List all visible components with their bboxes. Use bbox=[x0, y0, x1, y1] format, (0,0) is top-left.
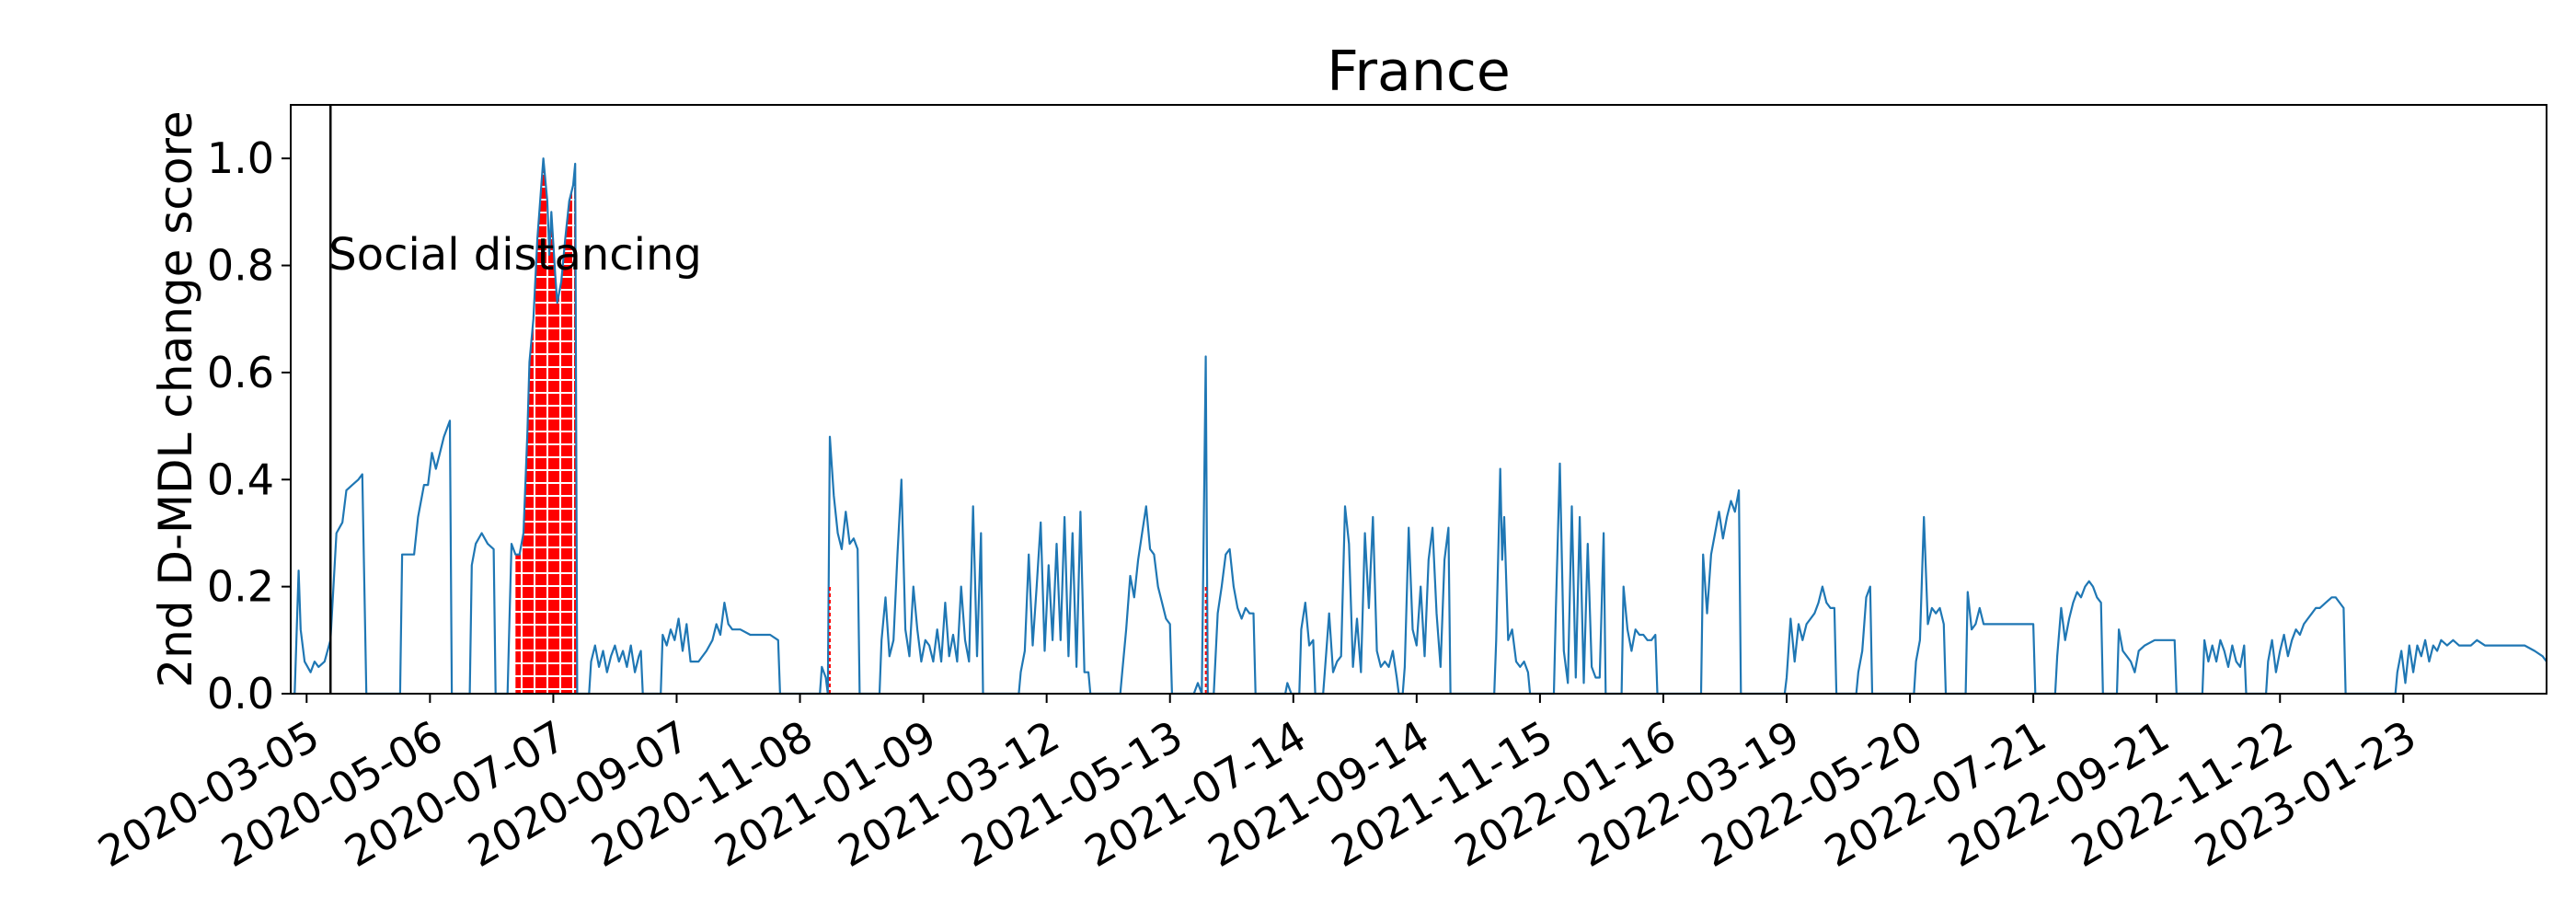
y-tick-label: 0.4 bbox=[207, 454, 274, 504]
alarm-region-0 bbox=[515, 158, 578, 694]
plot-frame bbox=[290, 104, 2547, 695]
y-tick-label: 0.8 bbox=[207, 241, 274, 291]
y-tick-label: 1.0 bbox=[207, 133, 274, 183]
y-tick-label: 0.2 bbox=[207, 562, 274, 612]
series-line-layer bbox=[291, 157, 2547, 696]
alarm-region-layer bbox=[515, 158, 578, 694]
y-axis-label: 2nd D-MDL change score bbox=[149, 110, 202, 687]
y-tick-label: 0.0 bbox=[207, 669, 274, 719]
event-line-layer bbox=[328, 105, 1207, 694]
y-tick-label: 0.6 bbox=[207, 348, 274, 397]
y-axis: 0.0 0.2 0.4 0.6 0.8 1.0 bbox=[207, 133, 291, 719]
chart-title: France bbox=[1327, 40, 1511, 104]
annotation-social-distancing: Social distancing bbox=[328, 229, 702, 281]
plot-area bbox=[290, 104, 2547, 696]
x-axis: 2020-03-052020-05-062020-07-072020-09-07… bbox=[89, 694, 2424, 877]
series-line bbox=[291, 157, 2547, 696]
